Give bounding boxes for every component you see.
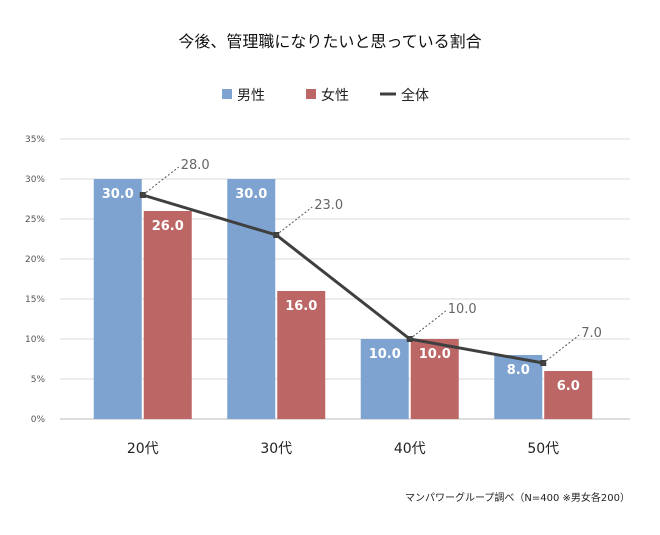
x-tick-label: 50代 (527, 441, 559, 457)
line-total (142, 193, 544, 365)
bar-male (494, 355, 543, 419)
bar-male (93, 179, 142, 419)
data-label-total: 23.0 (314, 198, 343, 213)
legend-label: 全体 (401, 87, 429, 104)
bar-male (360, 339, 409, 419)
data-label-male: 30.0 (102, 187, 134, 202)
data-label-female: 26.0 (152, 219, 184, 234)
leader-line (409, 310, 447, 340)
bar-female (277, 291, 326, 419)
data-label-total: 10.0 (448, 302, 477, 317)
legend-swatch (222, 89, 232, 99)
data-label-male: 8.0 (507, 363, 530, 378)
y-tick-label: 25% (25, 215, 45, 225)
y-tick-label: 0% (31, 415, 46, 425)
leader-line (142, 166, 180, 196)
data-label-female: 6.0 (557, 379, 580, 394)
y-tick-label: 30% (25, 175, 45, 185)
data-label-total: 28.0 (181, 158, 210, 173)
data-label-total: 7.0 (581, 326, 602, 341)
data-label-female: 16.0 (285, 299, 317, 314)
source-note: マンパワーグループ調べ（N=400 ※男女各200） (405, 491, 630, 504)
data-label-male: 10.0 (369, 347, 401, 362)
data-label-male: 30.0 (235, 187, 267, 202)
chart-title: 今後、管理職になりたいと思っている割合 (178, 32, 481, 51)
data-label-female: 10.0 (419, 347, 451, 362)
y-tick-label: 5% (31, 375, 46, 385)
x-tick-label: 20代 (127, 441, 159, 457)
x-tick-label: 40代 (394, 441, 426, 457)
legend-label: 女性 (321, 87, 349, 104)
y-tick-label: 10% (25, 335, 45, 345)
legend-label: 男性 (237, 88, 265, 104)
y-tick-label: 20% (25, 255, 45, 265)
bar-female (544, 371, 593, 419)
leader-line (275, 206, 313, 236)
bar-female (143, 211, 192, 419)
y-tick-label: 15% (25, 295, 45, 305)
x-tick-label: 30代 (260, 441, 292, 457)
bar-female (410, 339, 459, 419)
y-tick-label: 35% (25, 135, 45, 145)
bar-male (227, 179, 276, 419)
legend-swatch (306, 89, 316, 99)
